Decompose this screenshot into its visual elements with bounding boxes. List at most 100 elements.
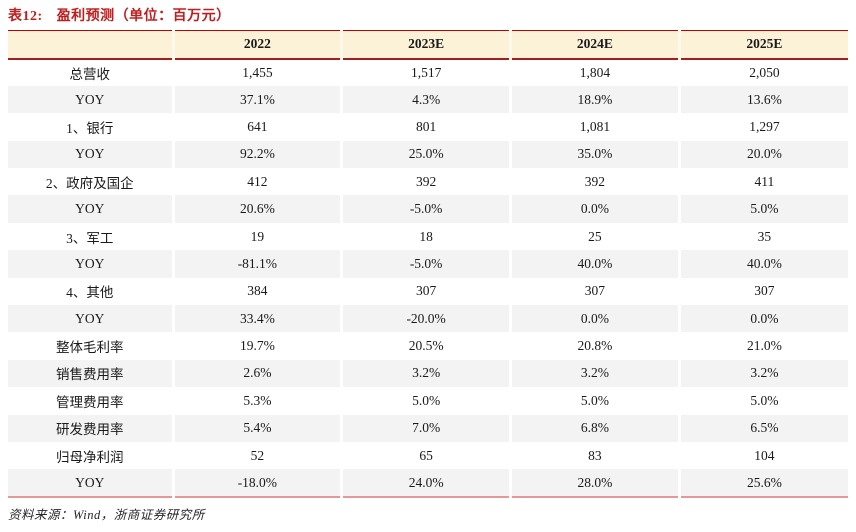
cell-value: 5.0% bbox=[677, 387, 848, 415]
table-row: 4、其他 384 307 307 307 bbox=[8, 277, 848, 306]
cell-value: 5.0% bbox=[677, 195, 848, 223]
cell-value: 5.0% bbox=[509, 387, 680, 415]
cell-value: 24.0% bbox=[340, 469, 511, 498]
cell-value: 28.0% bbox=[509, 469, 680, 498]
table-header-row: 2022 2023E 2024E 2025E bbox=[8, 30, 848, 60]
row-label: 整体毛利率 bbox=[56, 340, 124, 356]
table-row: 3、军工 19 18 25 35 bbox=[8, 222, 848, 251]
cell-value: 25.6% bbox=[677, 469, 848, 498]
cell-value: 6.8% bbox=[509, 414, 680, 442]
row-label: 总营收 bbox=[69, 66, 111, 82]
row-label: YOY bbox=[8, 305, 173, 333]
table-row: YOY -18.0% 24.0% 28.0% 25.6% bbox=[8, 469, 848, 498]
cell-value: 412 bbox=[171, 168, 342, 196]
cell-value: 801 bbox=[340, 113, 511, 141]
cell-value: -5.0% bbox=[340, 250, 511, 278]
table-row: 总营收 1,455 1,517 1,804 2,050 bbox=[8, 58, 848, 86]
cell-value: 1,081 bbox=[509, 113, 680, 141]
cell-value: 35 bbox=[677, 222, 848, 251]
cell-value: 2.6% bbox=[171, 359, 342, 388]
row-label: 研发费用率 bbox=[8, 414, 173, 442]
source-note: 资料来源：Wind，浙商证券研究所 bbox=[8, 507, 205, 522]
cell-value: 6.5% bbox=[677, 414, 848, 442]
profit-forecast-table: 2022 2023E 2024E 2025E 总营收 1,455 1,517 1,804 2,… bbox=[8, 30, 848, 498]
cell-value: 1,297 bbox=[677, 113, 848, 141]
cell-value: 65 bbox=[340, 441, 511, 470]
cell-value: 0.0% bbox=[509, 305, 680, 333]
cell-value: 392 bbox=[340, 168, 511, 196]
cell-value: 18.9% bbox=[509, 85, 680, 114]
row-label: YOY bbox=[8, 195, 173, 223]
cell-value: 20.0% bbox=[677, 140, 848, 169]
cell-value: 40.0% bbox=[509, 250, 680, 278]
cell-value: 7.0% bbox=[340, 414, 511, 442]
cell-value: 3.2% bbox=[677, 359, 848, 388]
table-row: YOY 37.1% 4.3% 18.9% 13.6% bbox=[8, 85, 848, 114]
cell-value: 2,050 bbox=[677, 58, 848, 86]
row-label: 4、其他 bbox=[66, 285, 114, 301]
table-title: 表12: 盈利预测（单位：百万元） bbox=[8, 8, 848, 25]
cell-value: 40.0% bbox=[677, 250, 848, 278]
cell-value: -20.0% bbox=[340, 305, 511, 333]
table-row: 管理费用率 5.3% 5.0% 5.0% 5.0% bbox=[8, 387, 848, 415]
cell-value: -5.0% bbox=[340, 195, 511, 223]
cell-value: 13.6% bbox=[677, 85, 848, 114]
cell-value: 5.3% bbox=[171, 387, 342, 415]
cell-value: 37.1% bbox=[171, 85, 342, 114]
row-label: YOY bbox=[8, 250, 173, 278]
row-label: YOY bbox=[8, 469, 173, 498]
header-year-cell: 2023E bbox=[340, 30, 511, 60]
cell-value: 25.0% bbox=[340, 140, 511, 169]
row-label: 归母净利润 bbox=[56, 449, 124, 465]
row-label: 管理费用率 bbox=[56, 394, 124, 410]
header-year-cell: 2025E bbox=[677, 30, 848, 60]
table-row: YOY 20.6% -5.0% 0.0% 5.0% bbox=[8, 195, 848, 223]
cell-value: -18.0% bbox=[171, 469, 342, 498]
cell-value: 104 bbox=[677, 441, 848, 470]
header-label-cell bbox=[8, 30, 173, 60]
table-row: 归母净利润 52 65 83 104 bbox=[8, 441, 848, 470]
cell-value: 19.7% bbox=[171, 332, 342, 360]
row-label: YOY bbox=[8, 140, 173, 169]
cell-value: 21.0% bbox=[677, 332, 848, 360]
cell-value: 1,517 bbox=[340, 58, 511, 86]
row-label: 3、军工 bbox=[66, 230, 114, 246]
cell-value: 1,455 bbox=[171, 58, 342, 86]
cell-value: 0.0% bbox=[677, 305, 848, 333]
cell-value: 307 bbox=[340, 277, 511, 306]
cell-value: 384 bbox=[171, 277, 342, 306]
cell-value: 3.2% bbox=[509, 359, 680, 388]
table-row: 整体毛利率 19.7% 20.5% 20.8% 21.0% bbox=[8, 332, 848, 360]
row-label: 2、政府及国企 bbox=[45, 175, 134, 191]
row-label: 1、银行 bbox=[66, 120, 114, 136]
cell-value: 392 bbox=[509, 168, 680, 196]
table-row: 销售费用率 2.6% 3.2% 3.2% 3.2% bbox=[8, 359, 848, 388]
cell-value: 33.4% bbox=[171, 305, 342, 333]
cell-value: 52 bbox=[171, 441, 342, 470]
table-number-label: 表12: bbox=[8, 9, 43, 24]
cell-value: 35.0% bbox=[509, 140, 680, 169]
row-label: 销售费用率 bbox=[8, 359, 173, 388]
table-row: 2、政府及国企 412 392 392 411 bbox=[8, 168, 848, 196]
table-row: 1、银行 641 801 1,081 1,297 bbox=[8, 113, 848, 141]
cell-value: 20.6% bbox=[171, 195, 342, 223]
cell-value: 4.3% bbox=[340, 85, 511, 114]
cell-value: 1,804 bbox=[509, 58, 680, 86]
cell-value: 20.5% bbox=[340, 332, 511, 360]
table-row: YOY -81.1% -5.0% 40.0% 40.0% bbox=[8, 250, 848, 278]
cell-value: 18 bbox=[340, 222, 511, 251]
table-body: 总营收 1,455 1,517 1,804 2,050 YOY 37.1% 4.3% 18.9%… bbox=[8, 58, 848, 498]
cell-value: 411 bbox=[677, 168, 848, 196]
cell-value: 307 bbox=[509, 277, 680, 306]
cell-value: 20.8% bbox=[509, 332, 680, 360]
header-year-cell: 2024E bbox=[509, 30, 680, 60]
cell-value: 83 bbox=[509, 441, 680, 470]
cell-value: 641 bbox=[171, 113, 342, 141]
cell-value: 0.0% bbox=[509, 195, 680, 223]
row-label: YOY bbox=[8, 85, 173, 114]
cell-value: -81.1% bbox=[171, 250, 342, 278]
table-title-text: 盈利预测（单位：百万元） bbox=[56, 9, 231, 24]
cell-value: 25 bbox=[509, 222, 680, 251]
table-row: YOY 33.4% -20.0% 0.0% 0.0% bbox=[8, 305, 848, 333]
